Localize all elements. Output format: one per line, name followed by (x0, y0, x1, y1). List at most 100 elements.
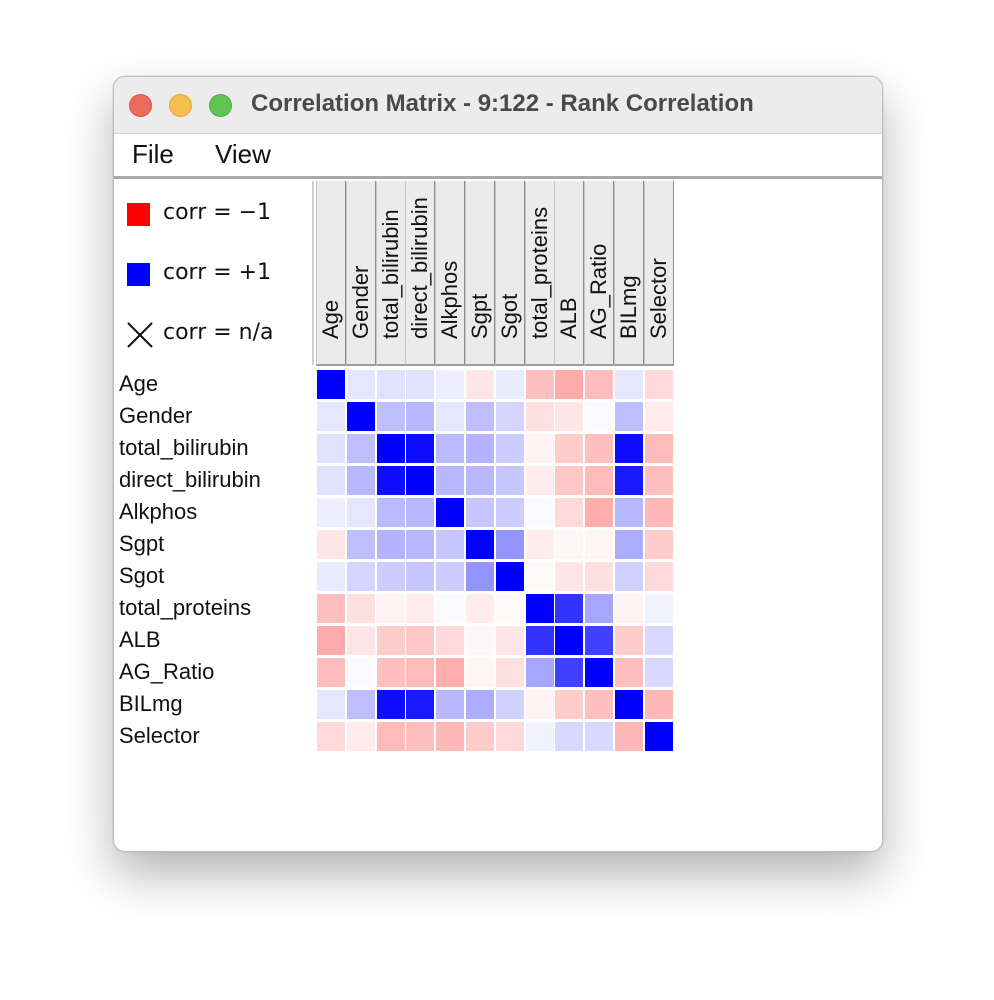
close-window-button[interactable] (129, 94, 152, 117)
heatmap-cell[interactable] (525, 498, 554, 527)
menu-file[interactable]: File (132, 139, 174, 169)
heatmap-cell[interactable] (495, 434, 524, 463)
heatmap-cell[interactable] (466, 530, 494, 559)
heatmap-cell[interactable] (525, 690, 554, 719)
heatmap-cell[interactable] (585, 722, 614, 751)
heatmap-cell[interactable] (585, 530, 614, 559)
heatmap-cell[interactable] (436, 690, 465, 719)
heatmap-cell[interactable] (644, 498, 673, 527)
heatmap-cell[interactable] (495, 690, 524, 719)
heatmap-cell[interactable] (615, 722, 643, 751)
heatmap-cell[interactable] (585, 658, 614, 687)
heatmap-cell[interactable] (436, 370, 465, 399)
heatmap-cell[interactable] (406, 594, 435, 623)
heatmap-cell[interactable] (406, 690, 435, 719)
heatmap-cell[interactable] (346, 722, 375, 751)
heatmap-cell[interactable] (317, 466, 345, 495)
heatmap-cell[interactable] (317, 658, 345, 687)
heatmap-cell[interactable] (525, 658, 554, 687)
heatmap-cell[interactable] (525, 626, 554, 655)
heatmap-cell[interactable] (317, 722, 345, 751)
heatmap-cell[interactable] (585, 498, 614, 527)
heatmap-cell[interactable] (436, 498, 465, 527)
heatmap-cell[interactable] (615, 626, 643, 655)
heatmap-cell[interactable] (525, 402, 554, 431)
heatmap-cell[interactable] (466, 434, 494, 463)
heatmap-cell[interactable] (495, 562, 524, 591)
heatmap-cell[interactable] (317, 434, 345, 463)
heatmap-cell[interactable] (495, 594, 524, 623)
heatmap-cell[interactable] (406, 562, 435, 591)
heatmap-cell[interactable] (495, 498, 524, 527)
heatmap-cell[interactable] (346, 498, 375, 527)
heatmap-cell[interactable] (466, 594, 494, 623)
heatmap-cell[interactable] (644, 434, 673, 463)
heatmap-cell[interactable] (555, 594, 584, 623)
heatmap-cell[interactable] (466, 562, 494, 591)
heatmap-cell[interactable] (346, 626, 375, 655)
heatmap-cell[interactable] (585, 562, 614, 591)
heatmap-cell[interactable] (317, 370, 345, 399)
heatmap-cell[interactable] (555, 434, 584, 463)
heatmap-cell[interactable] (585, 594, 614, 623)
heatmap-cell[interactable] (495, 530, 524, 559)
heatmap-cell[interactable] (644, 722, 673, 751)
heatmap-cell[interactable] (406, 530, 435, 559)
heatmap-cell[interactable] (555, 498, 584, 527)
heatmap-cell[interactable] (436, 626, 465, 655)
heatmap-cell[interactable] (436, 402, 465, 431)
heatmap-cell[interactable] (406, 658, 435, 687)
heatmap-cell[interactable] (436, 530, 465, 559)
heatmap-cell[interactable] (615, 402, 643, 431)
heatmap-cell[interactable] (346, 530, 375, 559)
heatmap-cell[interactable] (615, 370, 643, 399)
heatmap-cell[interactable] (525, 434, 554, 463)
heatmap-cell[interactable] (525, 594, 554, 623)
heatmap-cell[interactable] (555, 690, 584, 719)
heatmap-cell[interactable] (555, 402, 584, 431)
heatmap-cell[interactable] (376, 434, 405, 463)
heatmap-cell[interactable] (585, 690, 614, 719)
heatmap-cell[interactable] (615, 466, 643, 495)
heatmap-cell[interactable] (376, 402, 405, 431)
heatmap-cell[interactable] (376, 370, 405, 399)
heatmap-cell[interactable] (495, 626, 524, 655)
heatmap-cell[interactable] (615, 562, 643, 591)
heatmap-cell[interactable] (615, 530, 643, 559)
heatmap-cell[interactable] (317, 402, 345, 431)
heatmap-cell[interactable] (495, 466, 524, 495)
heatmap-cell[interactable] (346, 370, 375, 399)
heatmap-cell[interactable] (644, 466, 673, 495)
heatmap-cell[interactable] (495, 402, 524, 431)
heatmap-cell[interactable] (644, 690, 673, 719)
heatmap-cell[interactable] (436, 722, 465, 751)
heatmap-cell[interactable] (525, 722, 554, 751)
heatmap-cell[interactable] (406, 466, 435, 495)
heatmap-cell[interactable] (317, 594, 345, 623)
heatmap-cell[interactable] (376, 498, 405, 527)
heatmap-cell[interactable] (615, 658, 643, 687)
heatmap-cell[interactable] (406, 498, 435, 527)
heatmap-cell[interactable] (555, 658, 584, 687)
heatmap-cell[interactable] (376, 658, 405, 687)
heatmap-cell[interactable] (495, 722, 524, 751)
heatmap-cell[interactable] (585, 626, 614, 655)
heatmap-cell[interactable] (615, 434, 643, 463)
heatmap-cell[interactable] (436, 594, 465, 623)
heatmap-cell[interactable] (555, 722, 584, 751)
heatmap-cell[interactable] (555, 530, 584, 559)
heatmap-cell[interactable] (466, 498, 494, 527)
heatmap-cell[interactable] (644, 530, 673, 559)
heatmap-cell[interactable] (317, 690, 345, 719)
heatmap-cell[interactable] (346, 434, 375, 463)
heatmap-cell[interactable] (376, 690, 405, 719)
heatmap-cell[interactable] (615, 498, 643, 527)
heatmap-cell[interactable] (406, 434, 435, 463)
heatmap-cell[interactable] (346, 402, 375, 431)
heatmap-cell[interactable] (615, 594, 643, 623)
heatmap-cell[interactable] (466, 626, 494, 655)
heatmap-cell[interactable] (436, 562, 465, 591)
heatmap-cell[interactable] (376, 594, 405, 623)
heatmap-cell[interactable] (346, 658, 375, 687)
heatmap-cell[interactable] (644, 370, 673, 399)
